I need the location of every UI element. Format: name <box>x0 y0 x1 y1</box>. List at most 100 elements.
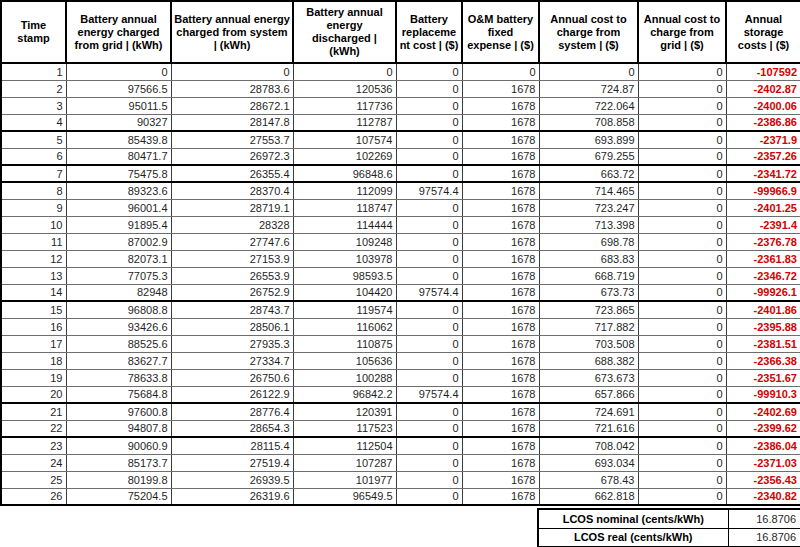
value-cell[interactable]: 1678 <box>462 250 539 267</box>
value-cell[interactable]: 698.78 <box>539 233 638 250</box>
value-cell[interactable]: 717.882 <box>539 318 638 335</box>
value-cell[interactable]: 1678 <box>462 318 539 335</box>
timestamp-cell[interactable]: 7 <box>1 165 66 182</box>
timestamp-cell[interactable]: 1 <box>1 63 66 80</box>
value-cell[interactable]: 1678 <box>462 420 539 437</box>
value-cell[interactable]: 118747 <box>293 199 396 216</box>
value-cell[interactable]: 27153.9 <box>171 250 293 267</box>
value-cell[interactable]: 0 <box>396 114 462 131</box>
value-cell[interactable]: 1678 <box>462 471 539 488</box>
value-cell[interactable]: 26972.3 <box>171 148 293 165</box>
timestamp-cell[interactable]: 25 <box>1 471 66 488</box>
value-cell[interactable]: 28783.6 <box>171 80 293 97</box>
col-header-discharged[interactable]: Battery annual energy discharged | (kWh) <box>293 1 396 63</box>
value-cell[interactable]: 1678 <box>462 182 539 199</box>
value-cell[interactable]: 112787 <box>293 114 396 131</box>
value-cell[interactable]: -2399.62 <box>726 420 800 437</box>
value-cell[interactable]: 27519.4 <box>171 454 293 471</box>
value-cell[interactable]: 116062 <box>293 318 396 335</box>
value-cell[interactable]: 1678 <box>462 386 539 403</box>
value-cell[interactable]: 28654.3 <box>171 420 293 437</box>
value-cell[interactable]: 96848.6 <box>293 165 396 182</box>
value-cell[interactable]: 96549.5 <box>293 488 396 505</box>
value-cell[interactable]: 662.818 <box>539 488 638 505</box>
value-cell[interactable]: 77075.3 <box>66 267 171 284</box>
timestamp-cell[interactable]: 10 <box>1 216 66 233</box>
value-cell[interactable]: 0 <box>396 318 462 335</box>
value-cell[interactable]: 0 <box>539 63 638 80</box>
value-cell[interactable]: -2371.9 <box>726 131 800 148</box>
value-cell[interactable]: -2340.82 <box>726 488 800 505</box>
value-cell[interactable]: 0 <box>396 233 462 250</box>
value-cell[interactable]: 96808.8 <box>66 301 171 318</box>
value-cell[interactable]: 90060.9 <box>66 437 171 454</box>
value-cell[interactable]: 0 <box>66 63 171 80</box>
value-cell[interactable]: 0 <box>396 471 462 488</box>
value-cell[interactable]: 26939.5 <box>171 471 293 488</box>
value-cell[interactable]: 1678 <box>462 369 539 386</box>
value-cell[interactable]: -2346.72 <box>726 267 800 284</box>
value-cell[interactable]: 657.866 <box>539 386 638 403</box>
value-cell[interactable]: 26553.9 <box>171 267 293 284</box>
value-cell[interactable]: 724.691 <box>539 403 638 420</box>
value-cell[interactable]: 27334.7 <box>171 352 293 369</box>
value-cell[interactable]: 97574.4 <box>396 386 462 403</box>
col-header-om-fixed-expense[interactable]: O&M battery fixed expense | ($) <box>462 1 539 63</box>
value-cell[interactable]: 104420 <box>293 284 396 301</box>
value-cell[interactable]: 0 <box>396 165 462 182</box>
value-cell[interactable]: 1678 <box>462 454 539 471</box>
value-cell[interactable]: 1678 <box>462 403 539 420</box>
value-cell[interactable]: 0 <box>638 250 726 267</box>
value-cell[interactable]: 673.73 <box>539 284 638 301</box>
value-cell[interactable]: 28147.8 <box>171 114 293 131</box>
col-header-charged-from-grid[interactable]: Battery annual energy charged from grid … <box>66 1 171 63</box>
value-cell[interactable]: 0 <box>638 80 726 97</box>
value-cell[interactable]: 0 <box>396 131 462 148</box>
value-cell[interactable]: 0 <box>396 335 462 352</box>
value-cell[interactable]: 0 <box>396 216 462 233</box>
value-cell[interactable]: -99926.1 <box>726 284 800 301</box>
value-cell[interactable]: 0 <box>638 335 726 352</box>
value-cell[interactable]: 78633.8 <box>66 369 171 386</box>
lcos-nominal-label[interactable]: LCOS nominal (cents/kWh) <box>538 509 728 528</box>
value-cell[interactable]: 97574.4 <box>396 284 462 301</box>
value-cell[interactable]: 693.899 <box>539 131 638 148</box>
value-cell[interactable]: 1678 <box>462 284 539 301</box>
timestamp-cell[interactable]: 4 <box>1 114 66 131</box>
value-cell[interactable]: 1678 <box>462 233 539 250</box>
value-cell[interactable]: 663.72 <box>539 165 638 182</box>
value-cell[interactable]: 724.87 <box>539 80 638 97</box>
timestamp-cell[interactable]: 26 <box>1 488 66 505</box>
value-cell[interactable]: -2361.83 <box>726 250 800 267</box>
timestamp-cell[interactable]: 14 <box>1 284 66 301</box>
value-cell[interactable]: -2400.06 <box>726 97 800 114</box>
value-cell[interactable]: 75475.8 <box>66 165 171 182</box>
value-cell[interactable]: 97600.8 <box>66 403 171 420</box>
value-cell[interactable]: 0 <box>638 386 726 403</box>
col-header-cost-charge-grid[interactable]: Annual cost to charge from grid | ($) <box>638 1 726 63</box>
value-cell[interactable]: 28115.4 <box>171 437 293 454</box>
timestamp-cell[interactable]: 2 <box>1 80 66 97</box>
value-cell[interactable]: 1678 <box>462 267 539 284</box>
value-cell[interactable]: 0 <box>396 403 462 420</box>
timestamp-cell[interactable]: 8 <box>1 182 66 199</box>
value-cell[interactable]: 26355.4 <box>171 165 293 182</box>
timestamp-cell[interactable]: 23 <box>1 437 66 454</box>
value-cell[interactable]: 85173.7 <box>66 454 171 471</box>
value-cell[interactable]: 1678 <box>462 488 539 505</box>
value-cell[interactable]: -2402.87 <box>726 80 800 97</box>
value-cell[interactable]: 0 <box>396 199 462 216</box>
value-cell[interactable]: 0 <box>638 131 726 148</box>
value-cell[interactable]: 0 <box>638 97 726 114</box>
value-cell[interactable]: -2351.67 <box>726 369 800 386</box>
timestamp-cell[interactable]: 21 <box>1 403 66 420</box>
lcos-real-label[interactable]: LCOS real (cents/kWh) <box>538 528 728 547</box>
value-cell[interactable]: 27935.3 <box>171 335 293 352</box>
value-cell[interactable]: 105636 <box>293 352 396 369</box>
col-header-storage-costs[interactable]: Annual storage costs | ($) <box>726 1 800 63</box>
value-cell[interactable]: 708.858 <box>539 114 638 131</box>
value-cell[interactable]: 91895.4 <box>66 216 171 233</box>
col-header-cost-charge-system[interactable]: Annual cost to charge from system | ($) <box>539 1 638 63</box>
value-cell[interactable]: 26319.6 <box>171 488 293 505</box>
value-cell[interactable]: 117523 <box>293 420 396 437</box>
